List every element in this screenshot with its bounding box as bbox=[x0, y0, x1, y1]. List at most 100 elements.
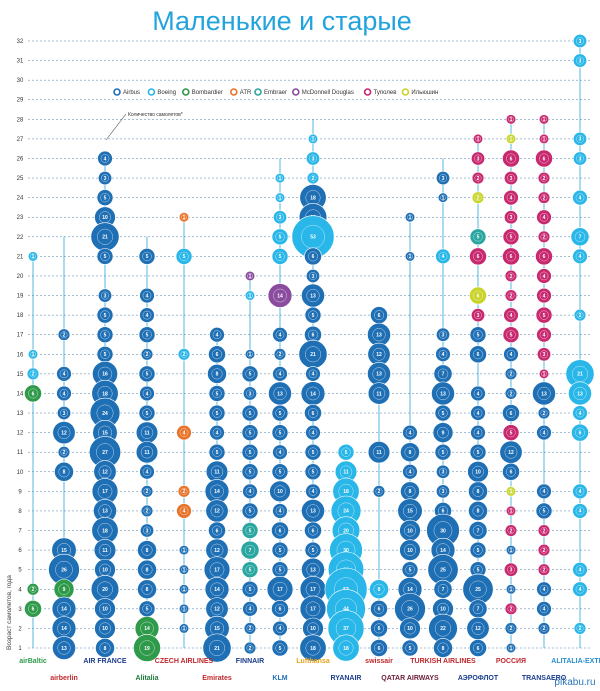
data-point-ring bbox=[338, 640, 354, 656]
data-point bbox=[272, 210, 288, 225]
data-point-ring bbox=[471, 622, 485, 635]
data-label: 30 bbox=[343, 548, 349, 554]
data-point bbox=[208, 404, 226, 422]
data-point bbox=[536, 327, 552, 343]
data-label: 1 bbox=[183, 626, 186, 632]
y-tick-label: 32 bbox=[17, 39, 24, 45]
data-label: 3 bbox=[477, 313, 480, 319]
data-label: 19 bbox=[144, 646, 150, 652]
data-point-ring bbox=[308, 447, 318, 457]
data-point bbox=[470, 151, 486, 166]
data-point bbox=[536, 287, 552, 304]
data-point-ring bbox=[210, 465, 224, 478]
data-point-ring bbox=[539, 428, 549, 437]
data-label: 26 bbox=[407, 607, 413, 613]
data-point bbox=[52, 636, 76, 660]
data-label: 24 bbox=[102, 411, 108, 417]
data-label: 2 bbox=[543, 548, 546, 554]
data-point bbox=[332, 634, 360, 662]
data-point bbox=[573, 622, 587, 635]
data-point bbox=[305, 268, 321, 283]
data-label: 6 bbox=[279, 607, 282, 613]
data-point bbox=[470, 308, 486, 323]
data-point-ring bbox=[142, 291, 152, 300]
data-point-ring bbox=[439, 467, 447, 476]
data-label: 4 bbox=[579, 587, 582, 593]
data-label: 2 bbox=[249, 626, 252, 632]
data-label: 2 bbox=[146, 509, 149, 515]
data-point-ring bbox=[306, 504, 320, 518]
data-label: 3 bbox=[146, 528, 149, 534]
airline-logo-label: swissair bbox=[365, 658, 393, 665]
data-label: 1 bbox=[442, 195, 445, 201]
data-point bbox=[535, 247, 553, 266]
data-point bbox=[139, 523, 155, 538]
data-point bbox=[468, 521, 488, 540]
data-point bbox=[274, 192, 286, 203]
data-point bbox=[538, 114, 550, 125]
data-point-ring bbox=[575, 565, 585, 574]
data-point bbox=[538, 368, 550, 379]
data-label: 10 bbox=[102, 567, 108, 573]
data-point bbox=[536, 601, 552, 617]
data-point-ring bbox=[504, 445, 518, 459]
data-label: 6 bbox=[510, 156, 513, 162]
data-label: 5 bbox=[442, 411, 445, 417]
data-point-ring bbox=[275, 447, 285, 457]
data-label: 5 bbox=[183, 254, 186, 260]
data-point-ring bbox=[210, 504, 224, 518]
data-point-ring bbox=[274, 485, 286, 498]
data-label: 4 bbox=[442, 254, 445, 260]
data-point-ring bbox=[307, 622, 319, 635]
data-point bbox=[536, 209, 552, 225]
data-label: 4 bbox=[477, 391, 480, 397]
data-point-ring bbox=[404, 485, 416, 497]
data-point-ring bbox=[245, 565, 255, 575]
data-point-ring bbox=[372, 387, 386, 400]
data-point bbox=[535, 502, 553, 520]
data-label: 4 bbox=[146, 313, 149, 319]
data-label: 18 bbox=[310, 646, 316, 652]
data-point bbox=[271, 521, 289, 540]
data-point-ring bbox=[473, 290, 483, 301]
data-point-ring bbox=[404, 622, 416, 635]
data-point bbox=[504, 367, 518, 381]
data-label: 3 bbox=[279, 215, 282, 221]
data-label: 5 bbox=[477, 235, 480, 241]
data-point-ring bbox=[275, 603, 285, 614]
data-point bbox=[503, 562, 519, 577]
data-point-ring bbox=[508, 586, 514, 593]
data-label: 2 bbox=[63, 333, 66, 339]
data-label: 5 bbox=[279, 646, 282, 652]
data-point bbox=[241, 404, 259, 422]
data-label: 6 bbox=[378, 607, 381, 613]
data-point bbox=[432, 422, 454, 443]
data-point-ring bbox=[273, 288, 287, 303]
y-tick-label: 24 bbox=[17, 196, 24, 202]
data-point-ring bbox=[245, 467, 255, 477]
data-label: 13 bbox=[577, 391, 583, 397]
data-label: 2 bbox=[510, 293, 513, 299]
data-point bbox=[273, 348, 287, 361]
data-point bbox=[504, 622, 518, 635]
data-label: 4 bbox=[543, 274, 546, 280]
data-point-ring bbox=[506, 232, 516, 242]
data-point-ring bbox=[405, 467, 415, 477]
data-label: 5 bbox=[279, 567, 282, 573]
data-point-ring bbox=[246, 644, 254, 652]
data-point bbox=[243, 622, 257, 635]
data-point-ring bbox=[539, 153, 549, 164]
data-label: 4 bbox=[312, 489, 315, 495]
data-point-ring bbox=[540, 174, 548, 182]
airline-logo-label: airBaltic bbox=[19, 658, 47, 665]
legend-marker bbox=[291, 88, 300, 96]
data-point-ring bbox=[179, 428, 189, 437]
data-point-ring bbox=[507, 605, 515, 613]
data-label: 6 bbox=[32, 391, 35, 397]
data-point-ring bbox=[212, 330, 222, 340]
data-label: 2 bbox=[63, 450, 66, 456]
data-point-ring bbox=[308, 487, 318, 496]
data-point-ring bbox=[540, 566, 548, 574]
data-label: 27 bbox=[102, 450, 108, 456]
data-label: 4 bbox=[477, 411, 480, 417]
